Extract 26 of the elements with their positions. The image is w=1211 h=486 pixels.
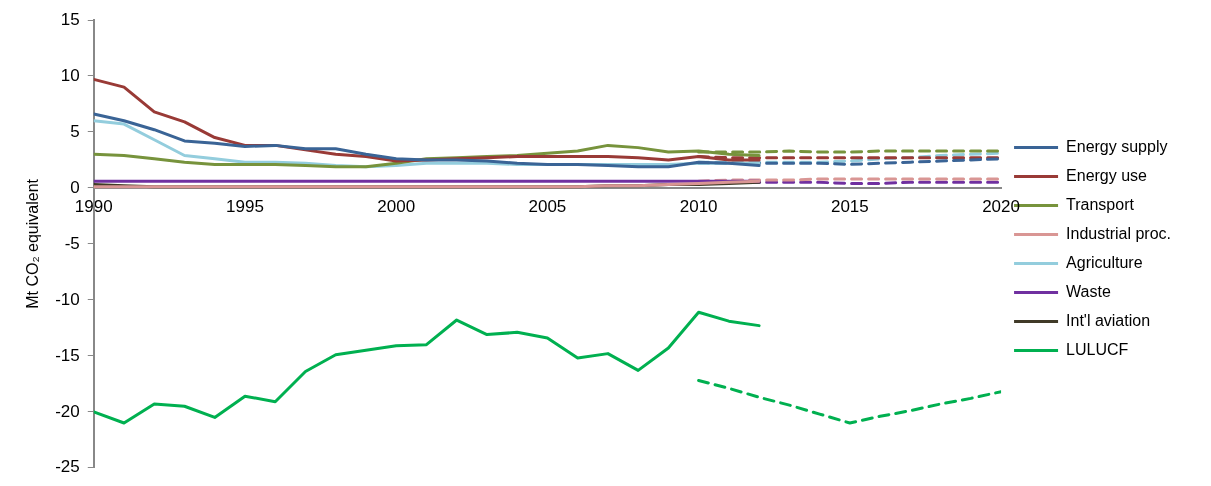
y-tick-label: 15 — [60, 9, 80, 29]
y-tick-label: 5 — [70, 121, 80, 141]
y-tick-label: -15 — [55, 345, 80, 365]
y-tick-label: -5 — [64, 233, 80, 253]
y-axis-title: Mt CO₂ equivalent — [24, 178, 42, 309]
legend-label: Industrial proc. — [1066, 224, 1171, 242]
legend-label: Waste — [1066, 282, 1111, 300]
x-tick-label: 1995 — [226, 196, 264, 216]
legend-label: Transport — [1066, 195, 1135, 213]
legend-label: Energy use — [1066, 166, 1148, 184]
x-tick-label: 2005 — [528, 196, 567, 216]
x-tick-label: 1990 — [74, 196, 113, 216]
x-tick-label: 2010 — [679, 196, 718, 216]
legend-label: Int'l aviation — [1066, 311, 1151, 329]
y-tick-label: 10 — [60, 65, 80, 85]
y-tick-label: -10 — [55, 289, 80, 309]
line-series — [697, 378, 1002, 425]
y-tick-label: -25 — [55, 457, 80, 477]
legend-label: LULUCF — [1066, 340, 1129, 358]
x-tick-label: 2000 — [377, 196, 416, 216]
legend-label: Agriculture — [1066, 253, 1143, 271]
y-tick-label: -20 — [55, 401, 80, 421]
x-tick-label: 2020 — [982, 196, 1020, 216]
y-tick-label: 0 — [70, 177, 80, 197]
legend-label: Energy supply — [1066, 137, 1168, 155]
x-tick-label: 2015 — [830, 196, 869, 216]
